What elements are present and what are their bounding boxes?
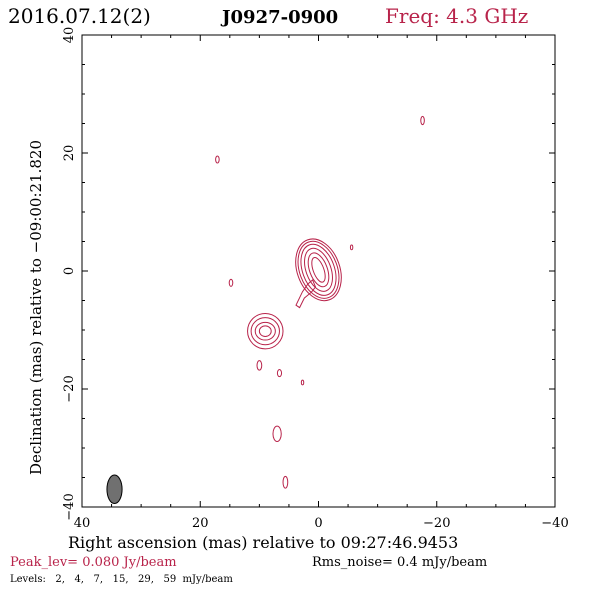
blob-contour	[256, 360, 263, 371]
beam-layer	[106, 474, 123, 505]
jet-outline-contour	[295, 279, 317, 309]
blob-contour	[215, 155, 220, 164]
blob-contour	[349, 244, 354, 251]
y-tick-label: 40	[62, 27, 77, 44]
core-contour	[295, 238, 342, 302]
core-contour	[300, 243, 337, 296]
y-tick-label: −40	[62, 493, 77, 520]
y-tick-label: −20	[62, 375, 77, 402]
frequency-label: Freq: 4.3 GHz	[385, 4, 528, 28]
beam-ellipse	[106, 474, 123, 505]
core-contour	[297, 240, 340, 299]
x-tick-label: −40	[541, 516, 568, 531]
y-tick-label: 20	[62, 145, 77, 162]
jet-knot-contour	[250, 317, 280, 346]
core-contour	[311, 256, 326, 283]
x-tick-label: 0	[314, 516, 322, 531]
contour-levels: Levels: 2, 4, 7, 15, 29, 59 mJy/beam	[10, 574, 233, 585]
blob-contour	[228, 278, 234, 287]
source-name: J0927-0900	[220, 7, 338, 28]
x-tick-label: −20	[423, 516, 450, 531]
jet-knot-contour	[247, 312, 284, 350]
jet-knot-contour	[258, 325, 272, 337]
observation-date: 2016.07.12(2)	[8, 4, 151, 28]
core-contour	[307, 252, 330, 288]
core-contour	[304, 247, 333, 292]
rms-noise: Rms_noise= 0.4 mJy/beam	[312, 555, 487, 570]
y-tick-label: 0	[62, 267, 77, 275]
peak-level: Peak_lev= 0.080 Jy/beam	[10, 555, 177, 570]
x-axis-label: Right ascension (mas) relative to 09:27:…	[68, 533, 458, 552]
blob-contour	[272, 425, 282, 443]
tick-labels: 40 20 0 −20 −40 −40 −20 0 20 40	[62, 27, 569, 531]
jet-knot-contour	[254, 321, 276, 341]
blob-contour	[276, 369, 283, 378]
y-axis-label: Declination (mas) relative to −09:00:21.…	[27, 140, 45, 475]
plot-frame	[81, 34, 556, 508]
x-tick-label: 20	[192, 516, 209, 531]
contour-layer	[215, 115, 425, 489]
blob-contour	[282, 475, 289, 489]
x-tick-label: 40	[74, 516, 91, 531]
axis-ticks	[81, 34, 556, 508]
blob-contour	[420, 115, 425, 126]
blob-contour	[300, 379, 305, 386]
